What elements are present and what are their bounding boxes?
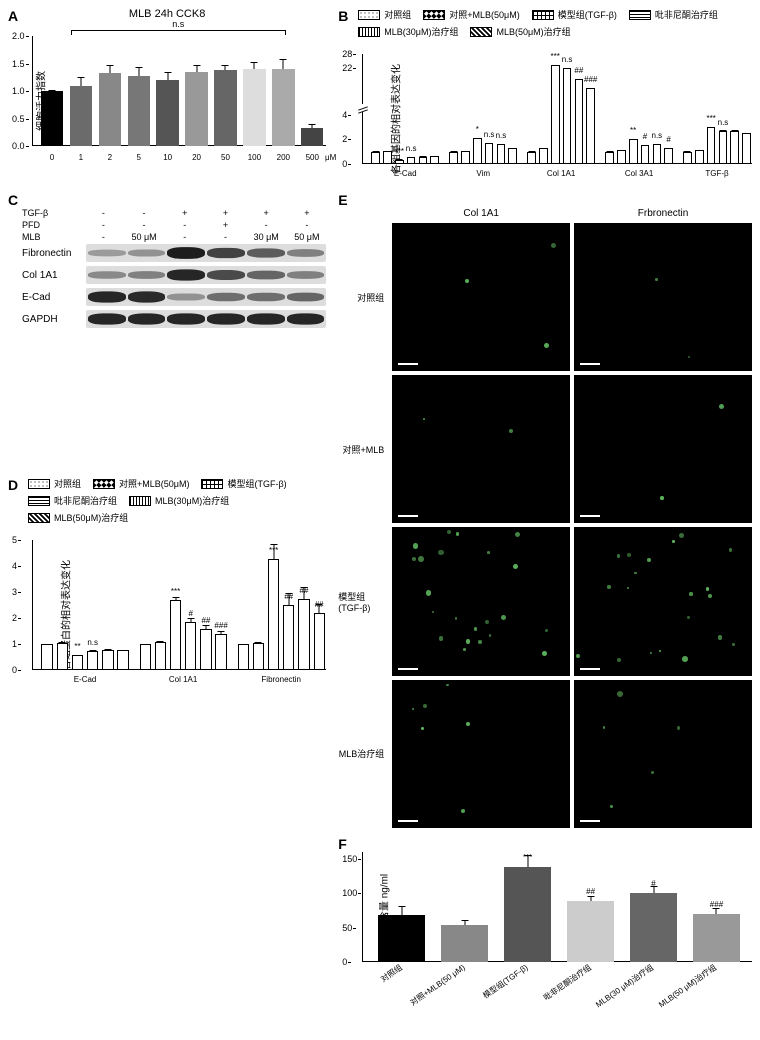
panel-e-label: E [338, 192, 347, 208]
panel-d-label: D [8, 477, 18, 493]
ns-bracket: n.s [71, 30, 286, 41]
groups-container: **n.sE-Cad***######Col 1A1***######Fibro… [36, 540, 326, 690]
panel-e: E Col 1A1Frbronectin对照组对照+MLB模型组(TGF-β)M… [338, 192, 752, 828]
panel-a-title: MLB 24h CCK8 [8, 8, 326, 20]
chart-b: 各组基因的相对表达变化 ***n.sE-Cad*n.sn.sVim***n.s#… [366, 54, 752, 184]
chart-d: 各组蛋白的相对表达变化 **n.sE-Cad***######Col 1A1**… [36, 540, 326, 690]
bars-container: 对照组对照+MLB(50 μM)***模型组(TGF-β)##吡非尼酮治疗组#M… [366, 852, 752, 982]
panel-a: A MLB 24h CCK8 细胞活力指数 012510205010020050… [8, 8, 326, 184]
panel-d: D 对照组对照+MLB(50μM)模型组(TGF-β)吡非尼酮治疗组MLB(30… [8, 477, 326, 827]
panel-c: C TGF-β--++++PFD---+--MLB-50 μM--30 μM50… [8, 192, 326, 469]
chart-f: TGF-β的含量 ng/ml 对照组对照+MLB(50 μM)***模型组(TG… [366, 852, 752, 982]
if-grid: Col 1A1Frbronectin对照组对照+MLB模型组(TGF-β)MLB… [338, 208, 752, 828]
bars-container: 0125102050100200500 [36, 36, 326, 166]
axis-y [362, 852, 363, 962]
figure: A MLB 24h CCK8 细胞活力指数 012510205010020050… [8, 8, 752, 1032]
groups-container: ***n.sE-Cad*n.sn.sVim***n.s#####Col 1A1*… [366, 54, 752, 184]
panel-a-label: A [8, 8, 18, 24]
legend-d: 对照组对照+MLB(50μM)模型组(TGF-β)吡非尼酮治疗组MLB(30μM… [28, 477, 326, 524]
axis-y [32, 540, 33, 670]
panel-b: B 对照组对照+MLB(50μM)模型组(TGF-β)吡非尼酮治疗组MLB(30… [338, 8, 752, 184]
panel-f-label: F [338, 836, 347, 852]
chart-a: 细胞活力指数 0125102050100200500 n.s 0.00.51.0… [36, 36, 326, 166]
legend-b: 对照组对照+MLB(50μM)模型组(TGF-β)吡非尼酮治疗组MLB(30μM… [358, 8, 752, 38]
panel-c-label: C [8, 192, 18, 208]
western-blot: TGF-β--++++PFD---+--MLB-50 μM--30 μM50 μ… [22, 208, 326, 328]
panel-f: F TGF-β的含量 ng/ml 对照组对照+MLB(50 μM)***模型组(… [338, 836, 752, 1032]
panel-b-label: B [338, 8, 348, 24]
axis-y [32, 36, 33, 146]
